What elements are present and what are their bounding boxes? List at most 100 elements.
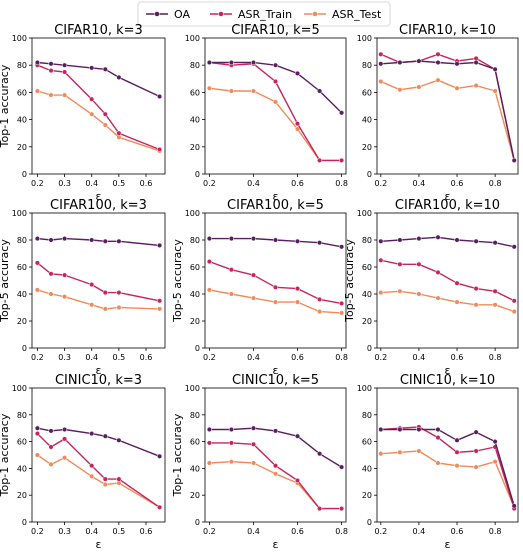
- series-line: [37, 61, 160, 98]
- y-axis-label: Top-1 accuracy: [0, 64, 11, 148]
- series-line: [209, 61, 343, 114]
- data-point: [157, 453, 163, 459]
- data-point: [492, 459, 498, 465]
- data-point: [89, 96, 95, 102]
- y-tick-label: 0: [195, 518, 200, 527]
- y-tick-label: 100: [185, 384, 200, 393]
- legend-marker-1: [218, 11, 224, 17]
- data-point: [435, 435, 441, 441]
- plot-frame: [31, 387, 166, 523]
- y-tick-label: 20: [190, 317, 200, 326]
- data-point: [317, 88, 323, 94]
- data-point: [511, 298, 517, 304]
- data-point: [228, 267, 234, 273]
- y-axis-label: Top-5 accuracy: [0, 239, 11, 323]
- data-point: [250, 88, 257, 94]
- data-point: [250, 59, 257, 66]
- legend-marker-2: [312, 11, 318, 17]
- data-point: [317, 296, 323, 302]
- data-point: [62, 455, 68, 461]
- y-tick-label: 20: [190, 143, 200, 152]
- x-tick-label: 0.8: [335, 179, 348, 188]
- data-point: [89, 65, 95, 71]
- data-point: [511, 244, 517, 250]
- series-oa: [34, 236, 163, 248]
- data-point: [34, 431, 40, 437]
- y-tick-label: 100: [12, 209, 27, 218]
- chart-title: CIFAR10, k=5: [231, 23, 320, 38]
- data-point: [317, 240, 323, 246]
- plot-frame: [376, 387, 519, 523]
- data-point: [378, 238, 384, 244]
- chart-panel-0: CIFAR10, k=3 0 20 40 60 80 100 0.2 0.3 0.4 0.5 0.6 ε…: [0, 23, 166, 203]
- data-point: [62, 436, 68, 442]
- data-point: [102, 290, 108, 296]
- data-point: [89, 473, 95, 479]
- data-point: [397, 87, 403, 93]
- data-point: [250, 425, 257, 431]
- data-point: [294, 121, 301, 127]
- data-point: [454, 299, 460, 305]
- data-point: [416, 84, 422, 90]
- data-point: [48, 461, 54, 467]
- data-point: [102, 433, 108, 439]
- data-point: [272, 299, 279, 305]
- data-point: [206, 236, 212, 242]
- chart-title: CINIC10, k=10: [400, 373, 495, 388]
- data-point: [48, 61, 54, 67]
- data-point: [48, 291, 54, 297]
- data-point: [435, 77, 441, 83]
- y-tick-label: 80: [17, 236, 27, 245]
- x-axis-label: ε: [96, 538, 102, 551]
- x-axis-label: ε: [273, 364, 279, 377]
- x-tick-label: 0.4: [413, 179, 426, 188]
- series-asr-test: [34, 287, 163, 312]
- y-axis-label: Top-1 accuracy: [0, 413, 11, 497]
- data-point: [157, 504, 163, 510]
- data-point: [317, 309, 323, 315]
- data-point: [34, 236, 40, 242]
- plot-frame: [204, 37, 347, 175]
- data-point: [272, 78, 279, 85]
- y-tick-label: 80: [17, 61, 27, 70]
- data-point: [228, 426, 234, 433]
- x-tick-label: 0.4: [413, 353, 426, 362]
- x-tick-label: 0.8: [489, 179, 502, 188]
- data-point: [492, 240, 498, 246]
- data-point: [454, 61, 460, 67]
- series-line: [380, 450, 515, 508]
- series-line: [37, 454, 160, 508]
- x-tick-label: 0.4: [85, 179, 98, 188]
- y-tick-label: 20: [190, 491, 200, 500]
- series-asr-train: [378, 424, 517, 512]
- data-point: [116, 304, 122, 311]
- data-point: [294, 70, 301, 76]
- data-point: [511, 309, 517, 315]
- series-oa: [34, 425, 163, 459]
- data-point: [339, 157, 345, 163]
- data-point: [397, 449, 403, 455]
- data-point: [157, 298, 163, 304]
- data-point: [435, 426, 441, 433]
- y-tick-label: 0: [367, 344, 372, 353]
- data-point: [48, 237, 54, 243]
- series-asr-train: [206, 59, 345, 163]
- series-oa: [206, 425, 345, 470]
- data-point: [397, 288, 403, 294]
- data-point: [378, 78, 384, 85]
- y-tick-label: 0: [22, 518, 27, 527]
- series-oa: [206, 59, 345, 116]
- data-point: [473, 286, 479, 292]
- data-point: [511, 503, 517, 509]
- x-tick-label: 0.6: [140, 353, 153, 362]
- series-line: [380, 79, 515, 161]
- series-oa: [34, 59, 163, 100]
- data-point: [454, 237, 460, 243]
- plot-frame: [31, 37, 166, 175]
- data-point: [378, 51, 384, 57]
- data-point: [339, 244, 345, 250]
- data-point: [48, 444, 54, 450]
- series-line: [37, 237, 160, 247]
- x-tick-label: 0.4: [247, 353, 260, 362]
- series-line: [380, 428, 515, 507]
